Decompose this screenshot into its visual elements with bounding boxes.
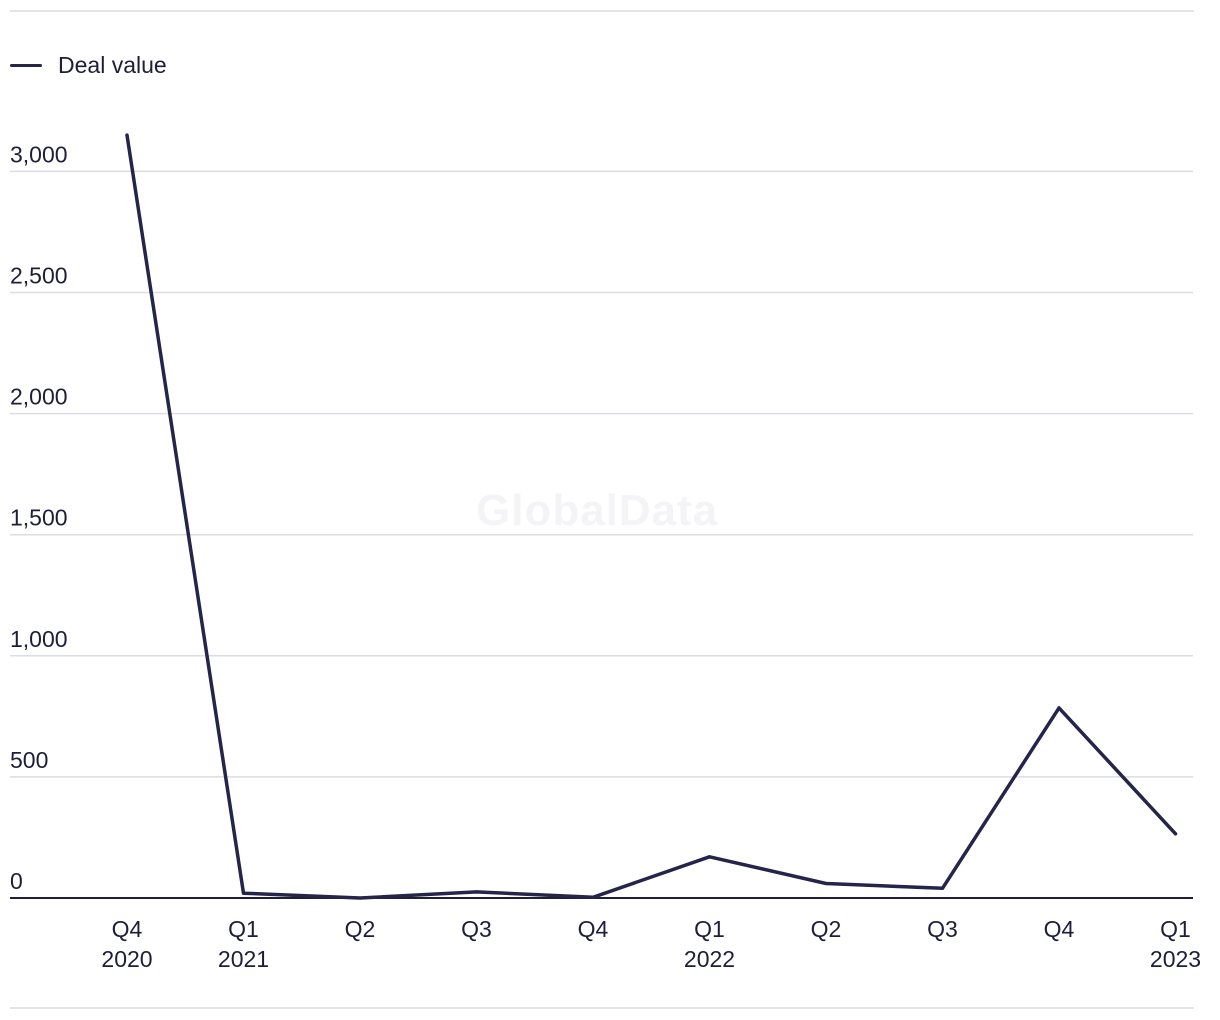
x-tick-label: Q4 [1044,916,1075,942]
x-tick-year-label: 2020 [101,946,152,972]
y-tick-label: 1,000 [10,626,68,652]
data-point [708,855,711,859]
x-tick-label: Q1 [1160,916,1191,942]
y-tick-label: 2,500 [10,263,68,289]
legend-label: Deal value [58,52,167,78]
y-tick-label: 3,000 [10,141,68,167]
legend-swatch [10,64,42,67]
data-point [125,133,129,137]
watermark-text: GlobalData [476,486,719,535]
x-tick-label: Q4 [112,916,143,942]
x-tick-label: Q2 [345,916,376,942]
data-point [1057,706,1061,710]
y-tick-label: 2,000 [10,384,68,410]
x-tick-year-label: 2021 [218,946,269,972]
x-tick-label: Q2 [811,916,842,942]
data-point [358,896,362,900]
data-point [824,881,828,885]
y-tick-label: 500 [10,747,48,773]
x-tick-label: Q3 [927,916,958,942]
y-tick-label: 1,500 [10,505,68,531]
data-point [475,890,478,894]
x-tick-label: Q1 [694,916,725,942]
data-point [242,891,245,895]
series-line-deal-value [125,133,1178,900]
x-tick-label: Q3 [461,916,492,942]
data-point [941,886,944,890]
x-tick-year-label: 2023 [1150,946,1201,972]
data-point [1174,832,1177,836]
x-tick-label: Q4 [578,916,609,942]
top-rule [10,10,1194,12]
x-tick-year-label: 2022 [684,946,735,972]
y-tick-label: 0 [10,868,23,894]
data-point [591,895,595,899]
legend: Deal value [10,52,167,79]
bottom-rule [10,1007,1194,1009]
x-tick-label: Q1 [228,916,259,942]
